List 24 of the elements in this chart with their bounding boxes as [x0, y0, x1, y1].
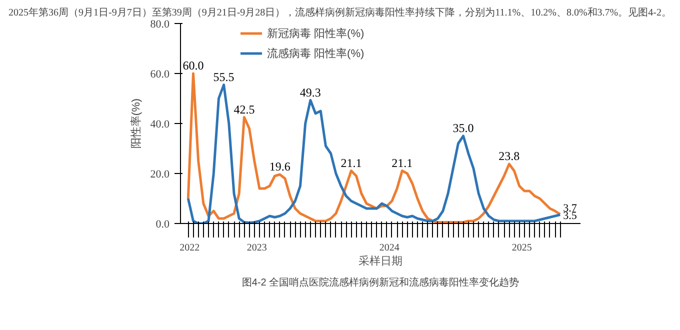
y-tick-label: 20.0 — [150, 168, 170, 180]
text: 2024 — [379, 242, 400, 254]
data-label: 21.1 — [392, 156, 413, 170]
legend-label: 新冠病毒 阳性率(%) — [267, 26, 364, 40]
data-label: 35.0 — [452, 121, 474, 135]
y-tick-label: 80.0 — [150, 18, 170, 30]
legend-label: 流感病毒 阳性率(%) — [267, 46, 364, 60]
y-axis-title: 阳性率(%) — [129, 98, 142, 149]
chart-title: 2025年第36周（9月1日-9月7日）至第39周（9月21日-9月28日），流感样病例新冠病毒阳性率持续下降，分别为11.1%、10.2%、8.0%和3.7%。见图4-2。 — [8, 6, 672, 18]
data-label: 60.0 — [182, 58, 204, 72]
data-label: 23.8 — [498, 149, 520, 163]
data-label: 42.5 — [234, 102, 255, 116]
x-axis-title: 采样日期 — [358, 254, 402, 268]
data-label: 21.1 — [340, 156, 362, 170]
caption: 图4-2 全国哨点医院流感样病例新冠和流感病毒阳性率变化趋势 — [242, 276, 520, 288]
data-label: 49.3 — [300, 85, 321, 100]
text: 2022 — [180, 242, 200, 254]
data-label: 19.6 — [269, 160, 290, 174]
text: 2023 — [246, 242, 267, 254]
y-tick-label: 0.0 — [156, 218, 170, 230]
text: 2025 — [512, 242, 532, 254]
data-label: 55.5 — [213, 70, 234, 84]
y-tick-label: 60.0 — [150, 68, 170, 80]
y-tick-label: 40.0 — [150, 118, 170, 130]
